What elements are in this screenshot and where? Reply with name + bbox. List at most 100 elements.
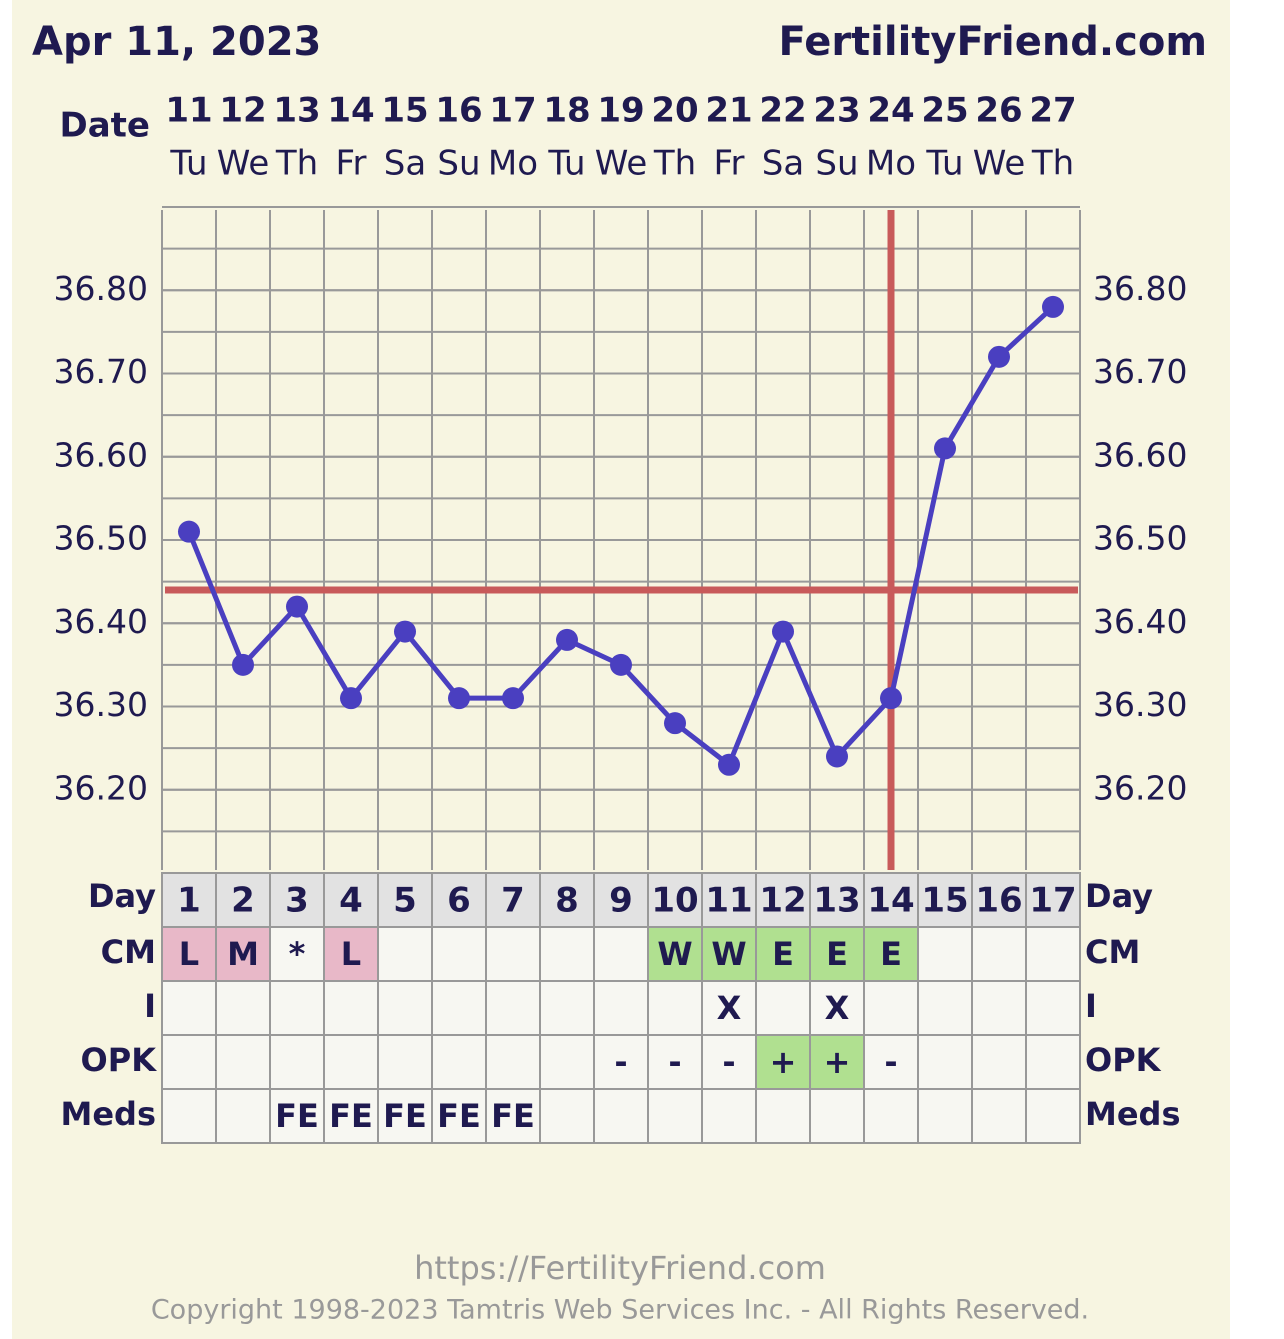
cell-value: - — [722, 1043, 735, 1081]
cell — [647, 980, 703, 1036]
temperature-point — [880, 687, 902, 710]
cycle-day: 2 — [231, 881, 255, 921]
day-cell — [1025, 872, 1081, 928]
weekday-label: We — [595, 144, 648, 184]
cell-value: E — [826, 935, 848, 973]
y2-tick-label: 36.40 — [1093, 602, 1187, 641]
temperature-point — [556, 628, 578, 651]
cell — [701, 1088, 757, 1144]
weekday-label: We — [973, 144, 1026, 184]
temperature-point — [1042, 295, 1064, 318]
cell — [215, 1034, 271, 1090]
weekday-label: Tu — [169, 144, 207, 184]
cell — [539, 1088, 595, 1144]
cell — [161, 1034, 217, 1090]
date-label: 20 — [651, 91, 698, 131]
cell — [701, 926, 757, 982]
weekday-label: Fr — [335, 144, 366, 184]
cell — [1025, 1034, 1081, 1090]
cell — [377, 980, 433, 1036]
date-label: 15 — [381, 91, 428, 131]
cell — [917, 1088, 973, 1144]
cycle-day: 14 — [867, 881, 914, 921]
cell — [269, 1034, 325, 1090]
cell — [863, 1088, 919, 1144]
row-label-right: I — [1085, 987, 1097, 1025]
cell — [539, 980, 595, 1036]
cell-value: W — [711, 935, 746, 973]
day-cell — [647, 872, 703, 928]
cell — [377, 1034, 433, 1090]
cell-value: FE — [275, 1097, 319, 1135]
y2-tick-label: 36.50 — [1093, 519, 1187, 558]
cell-value: FE — [329, 1097, 373, 1135]
cell-value: - — [668, 1043, 681, 1081]
date-label: 19 — [597, 91, 644, 131]
cycle-day: 5 — [393, 881, 417, 921]
y2-tick-label: 36.70 — [1093, 352, 1187, 391]
cell — [917, 926, 973, 982]
row-label: Day — [88, 877, 156, 915]
weekday-label: We — [217, 144, 270, 184]
date-label: 25 — [921, 91, 968, 131]
chart-date: Apr 11, 2023 — [32, 19, 321, 65]
cycle-day: 10 — [651, 881, 698, 921]
row-label: CM — [101, 933, 156, 971]
cell-value: * — [289, 935, 306, 973]
date-label: 13 — [273, 91, 320, 131]
day-cell — [593, 872, 649, 928]
cell — [593, 1088, 649, 1144]
cycle-day: 7 — [501, 881, 525, 921]
y-tick-label: 36.80 — [54, 269, 148, 308]
day-cell — [377, 872, 433, 928]
cell — [863, 926, 919, 982]
y2-tick-label: 36.80 — [1093, 269, 1187, 308]
temperature-point — [610, 653, 632, 676]
cell-value: L — [179, 935, 199, 973]
date-label: 12 — [219, 91, 266, 131]
date-label: 11 — [165, 91, 212, 131]
cell — [701, 1034, 757, 1090]
temperature-point — [502, 687, 524, 710]
site-name: FertilityFriend.com — [778, 19, 1207, 65]
cell-value: W — [657, 935, 692, 973]
cell — [863, 980, 919, 1036]
temperature-point — [448, 687, 470, 710]
row-label-right: OPK — [1085, 1041, 1162, 1079]
weekday-label: Tu — [547, 144, 585, 184]
cycle-day: 9 — [609, 881, 633, 921]
cell — [1025, 1088, 1081, 1144]
cell — [917, 1034, 973, 1090]
cell — [269, 1088, 325, 1144]
weekday-label: Th — [653, 144, 696, 184]
y2-tick-label: 36.30 — [1093, 685, 1187, 724]
day-cell — [971, 872, 1027, 928]
cell — [377, 1088, 433, 1144]
temperature-point — [934, 437, 956, 460]
row-label-right: Day — [1085, 877, 1153, 915]
cell — [1025, 926, 1081, 982]
day-cell — [539, 872, 595, 928]
cell — [215, 980, 271, 1036]
row-label: OPK — [81, 1041, 158, 1079]
cycle-day: 13 — [813, 881, 860, 921]
date-label: 16 — [435, 91, 482, 131]
cycle-day: 16 — [975, 881, 1022, 921]
weekday-label: Mo — [866, 144, 916, 184]
cell — [431, 1034, 487, 1090]
y2-tick-label: 36.20 — [1093, 768, 1187, 807]
date-label: 17 — [489, 91, 536, 131]
cell — [485, 1088, 541, 1144]
cell — [539, 1034, 595, 1090]
weekday-label: Su — [815, 144, 858, 184]
temperature-point — [664, 712, 686, 735]
weekday-label: Th — [1031, 144, 1074, 184]
weekday-label: Tu — [925, 144, 963, 184]
cell — [755, 1088, 811, 1144]
cell — [485, 926, 541, 982]
footer-url: https://FertilityFriend.com — [414, 1249, 826, 1287]
cell — [647, 1088, 703, 1144]
day-cell — [863, 872, 919, 928]
cell-value: X — [717, 989, 742, 1027]
cell — [863, 1034, 919, 1090]
